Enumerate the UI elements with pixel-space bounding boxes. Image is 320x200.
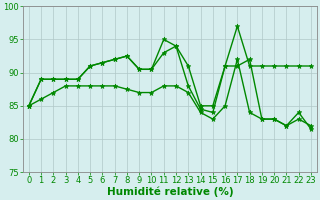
X-axis label: Humidité relative (%): Humidité relative (%) (107, 187, 233, 197)
